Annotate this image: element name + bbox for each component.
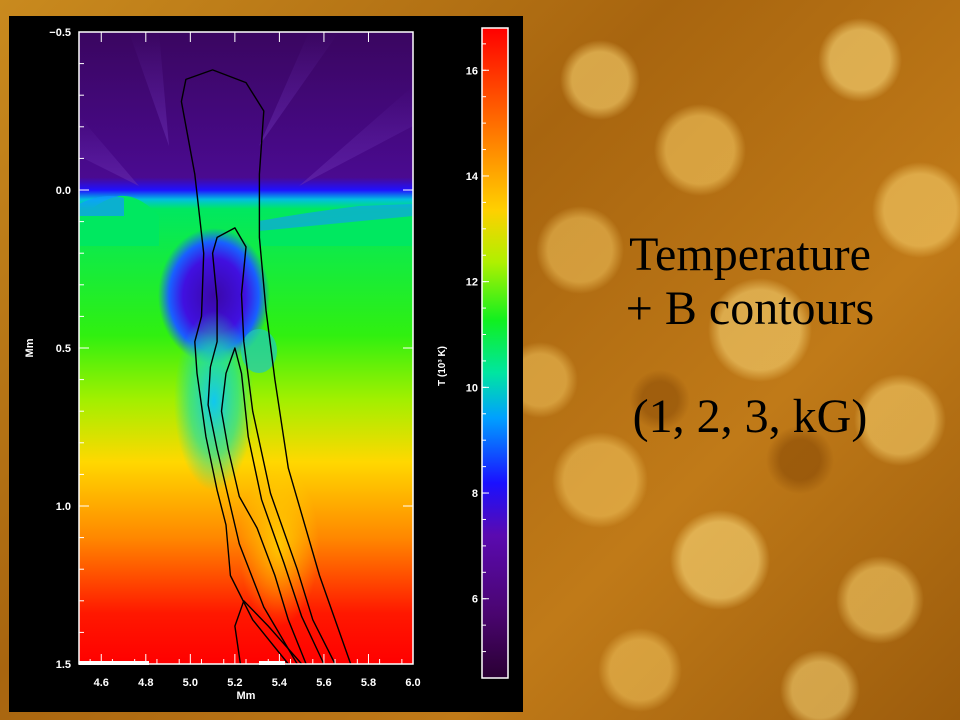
caption-line-3: (1, 2, 3, kG): [632, 390, 868, 443]
x-axis-label: Mm: [237, 690, 256, 702]
colorbar-label: T (10³ K): [437, 346, 448, 386]
x-tick-label: 6.0: [405, 677, 420, 689]
colorbar-tick-label: 8: [472, 488, 478, 500]
caption-line-1: Temperature: [629, 228, 871, 281]
x-tick-label: 5.8: [361, 677, 376, 689]
caption-line-2: + B contours: [625, 282, 875, 335]
x-tick-label: 4.6: [94, 677, 109, 689]
chart-panel: 4.6 4.8 5.0 5.2 5.4 5.6 5.8 6.0 −0.5 0.0 0.5 1.0 1.…: [9, 16, 523, 712]
contour-line-2: [180, 69, 352, 665]
colorbar-tick-label: 12: [466, 277, 478, 289]
colorbar-axis: 6 8 10 12 14 16: [466, 43, 489, 653]
temperature-heatmap-chart: 4.6 4.8 5.0 5.2 5.4 5.6 5.8 6.0 −0.5 0.0 0.5 1.0 1.…: [24, 27, 509, 702]
heatmap-field: [79, 32, 413, 664]
magnetic-field-contours: [180, 69, 352, 665]
y-tick-label: 0.5: [56, 343, 71, 355]
x-tick-label: 4.8: [138, 677, 153, 689]
colorbar-tick-label: 6: [472, 594, 478, 606]
x-tick-label: 5.4: [272, 677, 288, 689]
colorbar-frame: [481, 27, 509, 679]
contour-line-4: [220, 347, 325, 665]
y-axis-label: Mm: [24, 338, 36, 357]
y-tick-label: −0.5: [49, 27, 71, 39]
colorbar: [482, 28, 508, 678]
colorbar-tick-label: 14: [466, 171, 479, 183]
caption-spacer: [540, 336, 960, 390]
y-tick-label: 0.0: [56, 185, 71, 197]
y-axis: −0.5 0.0 0.5 1.0 1.5: [49, 27, 413, 671]
y-tick-label: 1.0: [56, 501, 71, 513]
axis-marker-left: [79, 661, 149, 665]
x-tick-label: 5.6: [316, 677, 331, 689]
x-tick-label: 5.0: [183, 677, 198, 689]
y-tick-label: 1.5: [56, 659, 71, 671]
colorbar-tick-label: 10: [466, 382, 478, 394]
contour-line-3: [207, 227, 336, 665]
axis-marker-right: [259, 661, 285, 665]
colorbar-tick-label: 16: [466, 65, 478, 77]
x-tick-label: 5.2: [227, 677, 242, 689]
x-axis: 4.6 4.8 5.0 5.2 5.4 5.6 5.8 6.0: [89, 32, 421, 689]
slide-caption: Temperature + B contours (1, 2, 3, kG): [540, 228, 960, 444]
